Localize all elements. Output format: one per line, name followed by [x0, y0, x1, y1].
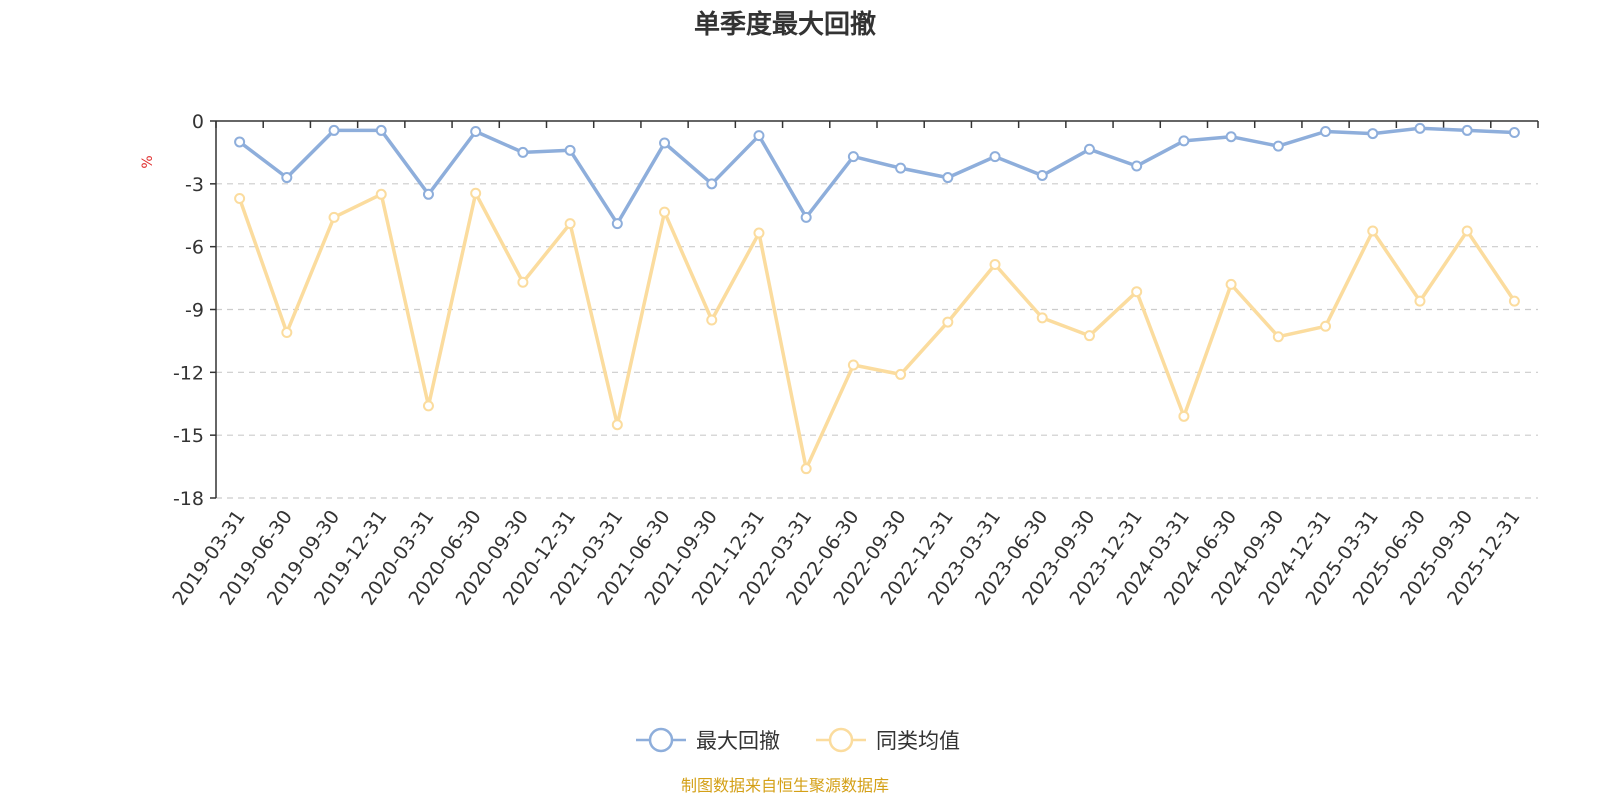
series-line — [237, 191, 1517, 471]
legend[interactable]: 最大回撤 同类均值 — [636, 727, 960, 753]
data-point[interactable] — [1461, 225, 1473, 237]
y-tick-label: -6 — [185, 237, 204, 259]
data-point[interactable] — [1083, 143, 1095, 155]
data-point[interactable] — [1272, 140, 1284, 152]
y-axis-unit-label: % — [140, 155, 156, 168]
data-point[interactable] — [1225, 278, 1237, 290]
data-point[interactable] — [1461, 124, 1473, 136]
data-point[interactable] — [847, 151, 859, 163]
data-point[interactable] — [659, 206, 671, 218]
y-tick-label: -15 — [173, 425, 204, 447]
data-point[interactable] — [847, 359, 859, 371]
data-point[interactable] — [1131, 160, 1143, 172]
series-1 — [234, 122, 1520, 230]
data-point[interactable] — [942, 316, 954, 328]
y-tick-label: -9 — [185, 300, 204, 322]
data-point[interactable] — [1272, 331, 1284, 343]
data-point[interactable] — [564, 144, 576, 156]
legend-item[interactable]: 同类均值 — [816, 727, 960, 753]
data-point[interactable] — [1414, 122, 1426, 134]
data-point[interactable] — [1508, 295, 1520, 307]
data-point[interactable] — [1225, 131, 1237, 143]
legend-marker — [828, 727, 854, 753]
legend-label: 最大回撤 — [696, 729, 780, 753]
series-2 — [234, 187, 1520, 475]
data-point[interactable] — [611, 218, 623, 230]
data-point[interactable] — [375, 124, 387, 136]
data-point[interactable] — [234, 136, 246, 148]
data-point[interactable] — [517, 146, 529, 158]
legend-label: 同类均值 — [876, 729, 960, 753]
data-point[interactable] — [1083, 330, 1095, 342]
data-point[interactable] — [1320, 320, 1332, 332]
data-point[interactable] — [942, 172, 954, 184]
data-point[interactable] — [470, 125, 482, 137]
data-point[interactable] — [1131, 286, 1143, 298]
data-point[interactable] — [800, 463, 812, 475]
data-point[interactable] — [1367, 128, 1379, 140]
data-point[interactable] — [470, 187, 482, 199]
legend-marker — [648, 727, 674, 753]
data-point[interactable] — [1178, 410, 1190, 422]
data-point[interactable] — [564, 218, 576, 230]
data-point[interactable] — [281, 172, 293, 184]
data-point[interactable] — [1036, 169, 1048, 181]
data-point[interactable] — [1367, 225, 1379, 237]
y-tick-label: -12 — [173, 362, 204, 384]
data-point[interactable] — [659, 137, 671, 149]
y-tick-label: -3 — [185, 174, 204, 196]
data-point[interactable] — [800, 211, 812, 223]
data-point[interactable] — [517, 276, 529, 288]
data-point[interactable] — [1036, 312, 1048, 324]
data-point[interactable] — [989, 258, 1001, 270]
data-point[interactable] — [895, 368, 907, 380]
data-point[interactable] — [706, 178, 718, 190]
data-point[interactable] — [328, 211, 340, 223]
data-point[interactable] — [753, 227, 765, 239]
data-point[interactable] — [281, 327, 293, 339]
data-point[interactable] — [611, 419, 623, 431]
data-point[interactable] — [422, 188, 434, 200]
data-point[interactable] — [422, 400, 434, 412]
series-layer — [234, 122, 1520, 475]
data-point[interactable] — [375, 188, 387, 200]
data-source-note: 制图数据来自恒生聚源数据库 — [681, 776, 889, 795]
data-point[interactable] — [989, 151, 1001, 163]
legend-item[interactable]: 最大回撤 — [636, 727, 780, 753]
y-tick-label: -18 — [173, 488, 204, 510]
data-point[interactable] — [234, 192, 246, 204]
data-point[interactable] — [1178, 135, 1190, 147]
y-tick-label: 0 — [192, 111, 204, 133]
series-line — [237, 126, 1517, 226]
data-point[interactable] — [753, 130, 765, 142]
data-point[interactable] — [328, 124, 340, 136]
chart-title: 单季度最大回撤 — [694, 9, 876, 40]
data-point[interactable] — [706, 314, 718, 326]
data-point[interactable] — [1320, 125, 1332, 137]
data-point[interactable] — [1414, 295, 1426, 307]
data-point[interactable] — [1508, 127, 1520, 139]
data-point[interactable] — [895, 162, 907, 174]
